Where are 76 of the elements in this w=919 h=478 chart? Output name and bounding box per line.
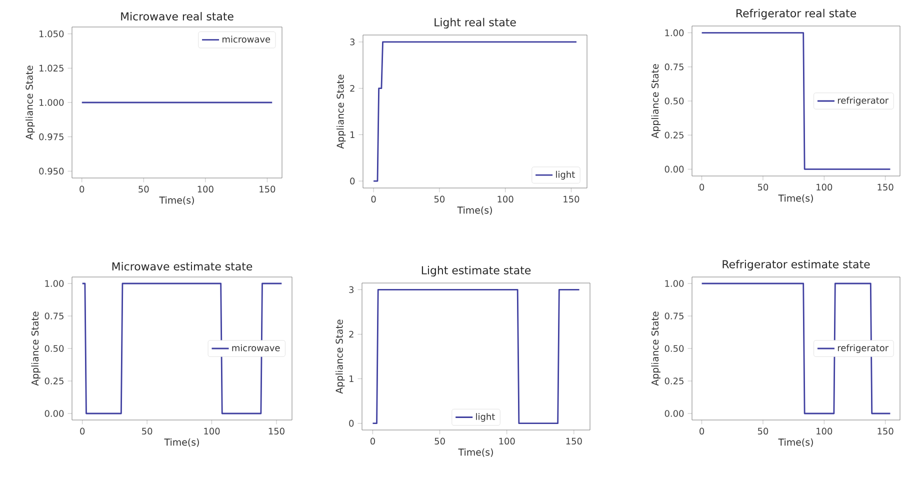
legend-label: light	[476, 413, 495, 422]
y-tick-label: 0.00	[664, 410, 684, 417]
x-tick-label: 150	[878, 428, 894, 435]
y-tick-label: 0.950	[39, 168, 64, 175]
x-tick-label: 150	[564, 196, 580, 203]
y-axis-title: Appliance State	[336, 74, 346, 149]
x-tick-label: 150	[260, 186, 276, 193]
legend-label: microwave	[232, 344, 280, 352]
x-tick-label: 0	[370, 438, 375, 445]
chart-title: Refrigerator estimate state	[722, 260, 870, 270]
y-tick-label: 3	[349, 286, 354, 294]
x-tick-label: 150	[878, 184, 894, 191]
x-axis-title: Time(s)	[458, 448, 493, 457]
x-axis-title: Time(s)	[778, 438, 813, 447]
chart-title: Refrigerator real state	[736, 8, 856, 20]
chart-title: Microwave real state	[121, 12, 234, 20]
x-tick-label: 0	[80, 428, 85, 435]
y-tick-label: 0.75	[44, 312, 64, 320]
y-tick-label: 0.75	[664, 312, 684, 320]
y-axis-title: Appliance State	[26, 66, 35, 140]
y-tick-label: 0.25	[44, 378, 64, 384]
x-tick-label: 50	[434, 438, 445, 445]
x-tick-label: 150	[268, 428, 284, 435]
chart-title: Light estimate state	[422, 266, 531, 277]
y-tick-label: 3	[350, 38, 355, 46]
x-axis-title: Time(s)	[457, 206, 492, 215]
x-tick-label: 100	[499, 438, 515, 445]
x-tick-label: 150	[566, 438, 582, 445]
chart-title: Light real state	[434, 18, 516, 28]
y-axis-title: Appliance State	[31, 312, 40, 386]
x-tick-label: 50	[434, 196, 445, 203]
y-tick-label: 1	[350, 131, 354, 138]
x-axis-title: Time(s)	[159, 196, 194, 205]
y-tick-label: 0.25	[664, 378, 684, 384]
y-tick-label: 1.00	[665, 29, 684, 36]
x-tick-label: 50	[758, 428, 768, 435]
legend-label: light	[556, 170, 575, 180]
y-tick-label: 1.00	[45, 280, 64, 287]
y-tick-label: 0.25	[664, 132, 684, 138]
x-tick-label: 50	[142, 428, 152, 435]
y-tick-label: 0.75	[664, 64, 684, 70]
y-axis-title: Appliance State	[336, 320, 345, 394]
x-axis-title: Time(s)	[164, 438, 199, 447]
y-tick-label: 1.050	[40, 30, 64, 38]
y-tick-label: 1	[350, 376, 354, 382]
x-tick-label: 50	[138, 186, 149, 193]
y-axis-title: Appliance State	[651, 312, 660, 386]
x-tick-label: 50	[758, 184, 768, 191]
y-tick-label: 1.025	[40, 64, 64, 72]
chart-title: Microwave estimate state	[112, 262, 252, 270]
y-tick-label: 0.50	[664, 98, 684, 104]
y-tick-label: 1.000	[40, 99, 64, 106]
y-tick-label: 0.975	[39, 133, 64, 140]
x-tick-label: 100	[816, 428, 832, 435]
legend-label: refrigerator	[838, 96, 889, 106]
y-tick-label: 1.00	[665, 280, 684, 287]
y-tick-label: 2	[349, 330, 354, 338]
legend-label: refrigerator	[838, 344, 889, 354]
x-tick-label: 0	[700, 428, 704, 435]
x-tick-label: 100	[816, 184, 832, 191]
legend-label: microwave	[222, 36, 270, 43]
x-tick-label: 100	[498, 196, 514, 203]
y-tick-label: 0	[350, 178, 355, 184]
y-tick-label: 0.50	[44, 345, 64, 352]
y-tick-label: 0.50	[664, 345, 684, 352]
x-tick-label: 0	[700, 184, 704, 191]
y-tick-label: 2	[350, 84, 354, 92]
x-axis-title: Time(s)	[778, 194, 813, 203]
x-tick-label: 100	[204, 428, 220, 435]
x-tick-label: 0	[80, 186, 84, 193]
x-tick-label: 100	[198, 186, 214, 193]
y-tick-label: 0.00	[664, 166, 684, 173]
y-tick-label: 0.00	[44, 410, 64, 417]
x-tick-label: 0	[371, 196, 376, 203]
y-axis-title: Appliance State	[651, 64, 660, 138]
y-tick-label: 0	[349, 420, 354, 427]
